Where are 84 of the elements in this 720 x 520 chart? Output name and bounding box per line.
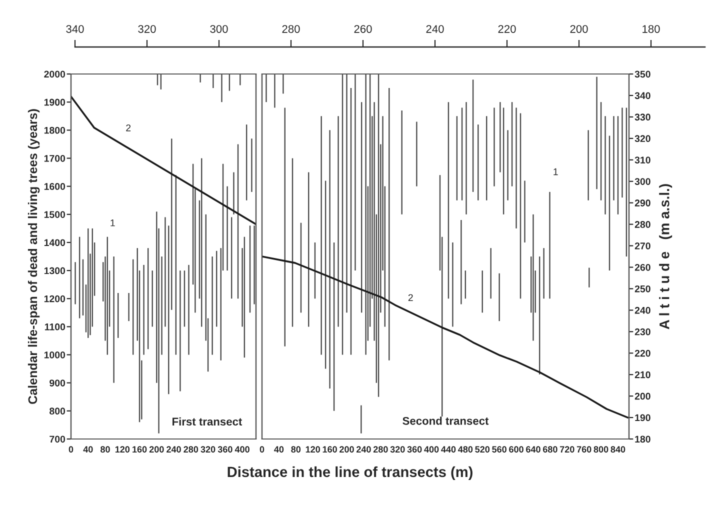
- y-tick-label: 1300: [44, 267, 66, 274]
- x2-tick-label: 280: [282, 25, 300, 33]
- y-tick-label: 1000: [44, 352, 66, 358]
- x-tick-label: 200: [340, 446, 354, 453]
- x-tick-label: 160: [322, 446, 337, 453]
- x-tick-label: 360: [407, 446, 422, 453]
- x-tick-label: 280: [184, 446, 198, 453]
- x-tick-label: 0: [68, 446, 74, 453]
- x2-tick-label: 300: [210, 25, 228, 33]
- y-tick-label: 1800: [44, 126, 66, 134]
- x2-tick-label: 200: [570, 25, 588, 33]
- x-tick-label: 400: [234, 446, 250, 453]
- y-tick-label: 1400: [44, 239, 66, 246]
- x-tick-label: 200: [149, 446, 164, 453]
- y2-tick-label: 300: [634, 178, 650, 185]
- annotation: First transect: [172, 417, 242, 426]
- y-tick-label: 1200: [44, 295, 66, 302]
- y-tick-label: 1500: [44, 211, 66, 218]
- x-tick-label: 440: [441, 446, 456, 453]
- x2-tick-label: 240: [426, 25, 444, 33]
- x-tick-label: 840: [610, 446, 626, 453]
- y2-tick-label: 330: [634, 114, 650, 121]
- x-tick-label: 400: [424, 446, 439, 453]
- x2-tick-label: 320: [138, 25, 156, 33]
- y-tick-label: 1700: [44, 154, 66, 162]
- y-tick-label: 2000: [44, 70, 66, 78]
- x-tick-label: 360: [218, 446, 232, 453]
- x-tick-label: 80: [100, 446, 110, 453]
- x2-tick-label: 180: [642, 25, 660, 33]
- x-tick-label: 480: [458, 446, 473, 453]
- y2-tick-label: 240: [634, 306, 650, 314]
- annotation: 2: [408, 294, 413, 301]
- y2-tick-label: 210: [634, 371, 650, 378]
- y2-tick-label: 190: [635, 414, 650, 422]
- x-tick-label: 680: [542, 446, 558, 453]
- x-tick-label: 520: [475, 446, 490, 453]
- y2-axis-title: A l t i t u d e (m a.s.l.): [659, 184, 672, 330]
- y2-tick-label: 220: [634, 350, 650, 357]
- x-tick-label: 280: [373, 446, 388, 453]
- x2-tick-label: 340: [66, 25, 84, 33]
- y-tick-label: 800: [50, 408, 66, 415]
- x-tick-label: 120: [115, 446, 130, 453]
- x-tick-label: 320: [200, 446, 216, 453]
- y-tick-label: 900: [50, 380, 66, 386]
- y2-tick-label: 180: [635, 436, 650, 443]
- x-tick-label: 0: [260, 446, 264, 453]
- x-axis-title: Distance in the line of transects (m): [228, 466, 472, 480]
- x-tick-label: 720: [560, 446, 574, 453]
- y2-tick-label: 270: [634, 242, 650, 250]
- x-tick-label: 240: [356, 446, 371, 453]
- x-tick-label: 80: [291, 446, 301, 453]
- x-tick-label: 800: [594, 446, 608, 453]
- y2-tick-label: 260: [634, 264, 650, 271]
- annotation: 2: [126, 124, 131, 132]
- x-tick-label: 560: [492, 446, 506, 453]
- x2-tick-label: 220: [498, 25, 516, 33]
- x-tick-label: 600: [509, 446, 524, 453]
- y2-tick-label: 200: [634, 392, 650, 400]
- x-tick-label: 640: [526, 446, 540, 453]
- y2-tick-label: 230: [634, 328, 650, 336]
- annotation: 1: [554, 168, 558, 176]
- y2-tick-label: 280: [634, 221, 650, 228]
- y-tick-label: 1100: [44, 323, 66, 330]
- x2-tick-label: 260: [354, 25, 372, 33]
- line-series: [262, 256, 629, 418]
- x-tick-label: 40: [83, 446, 93, 453]
- x-tick-label: 240: [166, 446, 181, 453]
- y2-tick-label: 350: [634, 70, 650, 78]
- x-tick-label: 120: [306, 446, 320, 453]
- annotation: 1: [110, 219, 115, 226]
- y2-tick-label: 290: [634, 200, 650, 206]
- x-tick-label: 760: [576, 446, 592, 453]
- x-tick-label: 320: [390, 446, 405, 453]
- y2-tick-label: 310: [634, 156, 650, 164]
- y2-tick-label: 320: [634, 135, 650, 142]
- x-tick-label: 40: [274, 446, 284, 453]
- y2-tick-label: 250: [634, 285, 650, 292]
- y2-tick-label: 340: [634, 92, 650, 100]
- y-tick-label: 1900: [44, 98, 66, 106]
- y-tick-label: 700: [50, 436, 66, 443]
- y-axis-title: Calendar life-span of dead and living trees (years): [28, 109, 40, 404]
- x-tick-label: 160: [132, 446, 147, 453]
- y-tick-label: 1600: [44, 183, 66, 190]
- annotation: Second transect: [402, 416, 489, 425]
